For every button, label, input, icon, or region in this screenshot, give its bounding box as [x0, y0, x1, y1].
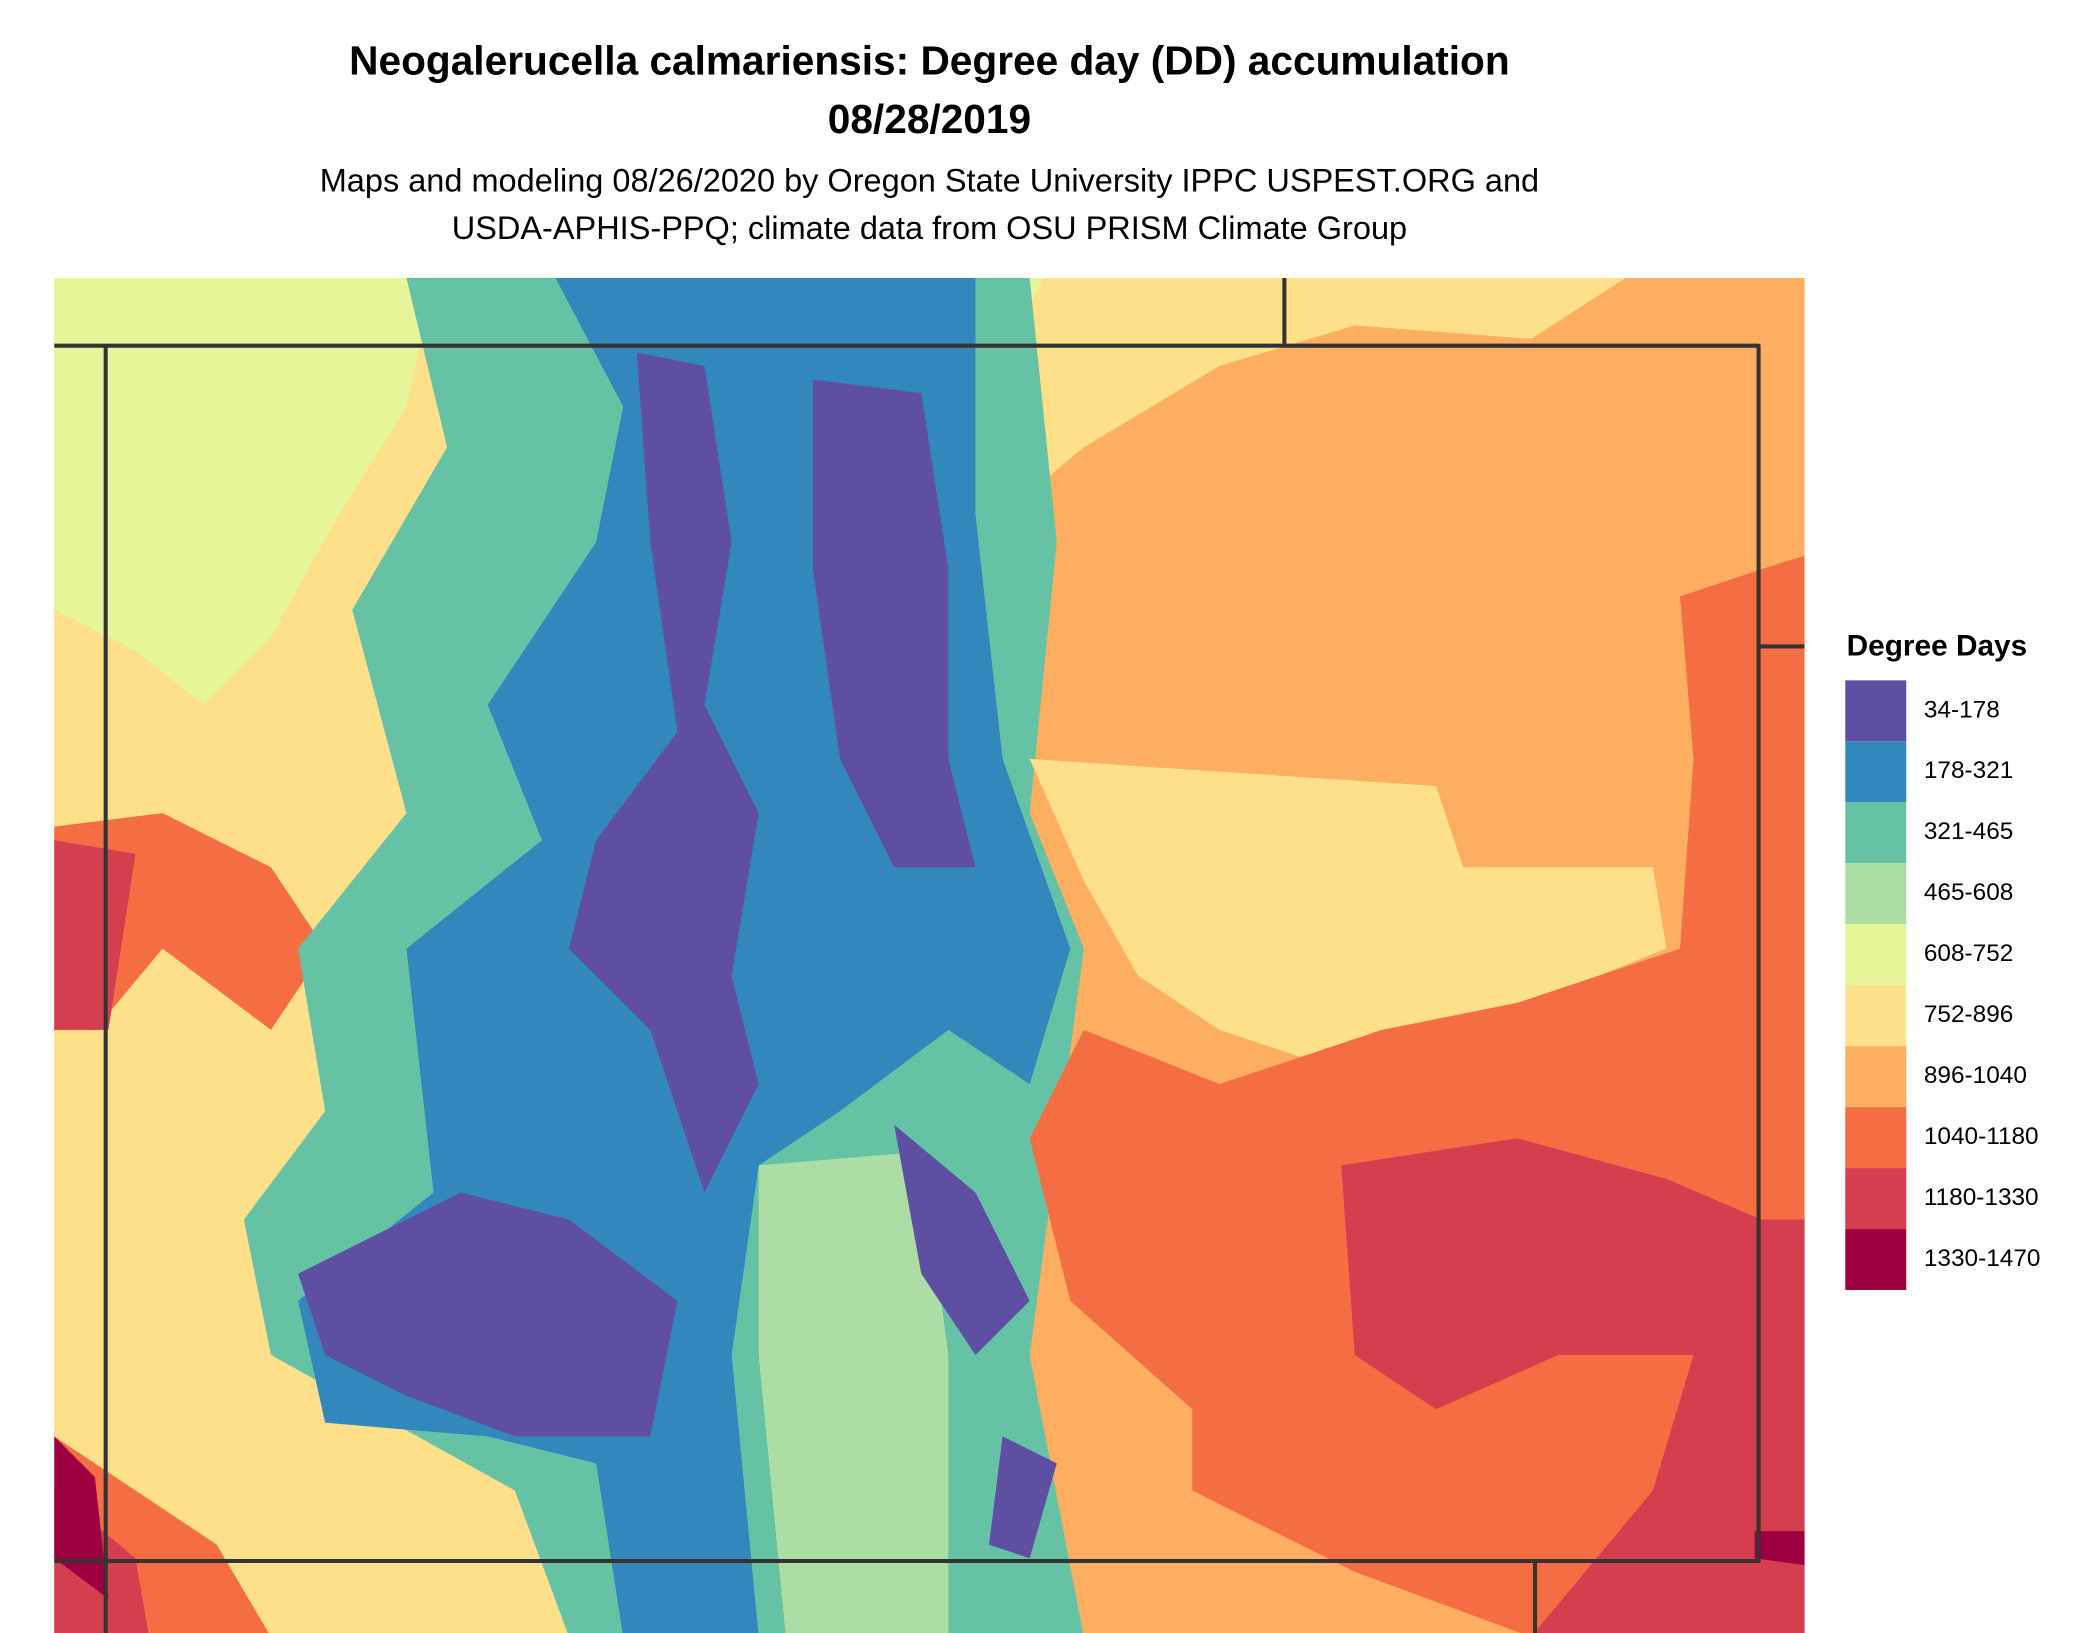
dd-zone [54, 277, 434, 705]
dd-zone [1341, 1138, 1805, 1633]
legend-swatch [1845, 680, 1907, 742]
legend-label: 1040-1180 [1924, 1123, 2039, 1150]
dd-zone [975, 277, 1626, 516]
legend-label: 896-1040 [1924, 1062, 2027, 1089]
subtitle: Maps and modeling 08/26/2020 by Oregon S… [320, 163, 1539, 199]
legend-label: 1330-1470 [1924, 1245, 2041, 1272]
dd-zone [758, 1151, 949, 1633]
legend-label: 321-465 [1924, 818, 2013, 845]
legend-swatch [1845, 1046, 1907, 1108]
dd-zone [989, 1436, 1057, 1559]
legend: 34-178 178-321 321-465 465-608 608-752 752-89… [1845, 680, 2041, 1291]
legend-label: 465-608 [1924, 879, 2013, 906]
map [54, 277, 1805, 1633]
legend-title: Degree Days [1847, 630, 2028, 663]
dd-zone [298, 1192, 678, 1437]
legend-label: 1180-1330 [1924, 1184, 2039, 1211]
legend-swatch [1845, 1107, 1907, 1169]
legend-label: 34-178 [1924, 696, 2000, 723]
dd-zone [569, 352, 759, 1193]
dd-zone [812, 379, 976, 868]
dd-zone [1029, 555, 1805, 1633]
legend-swatch [1845, 741, 1907, 803]
legend-swatch [1845, 863, 1907, 925]
legend-swatch [1845, 924, 1907, 986]
legend-swatch [1845, 985, 1907, 1047]
title: 08/28/2019 [828, 96, 1031, 142]
subtitle: USDA-APHIS-PPQ; climate data from OSU PR… [452, 210, 1407, 246]
title: Neogalerucella calmariensis: Degree day … [349, 38, 1510, 84]
state-border [54, 343, 1761, 1564]
legend-label: 752-896 [1924, 1001, 2013, 1028]
dd-zone [894, 1124, 1030, 1356]
dd-zone [54, 840, 136, 1030]
legend-swatch [1845, 802, 1907, 864]
dd-zone [1029, 758, 1667, 1057]
dd-zone [54, 1436, 109, 1599]
legend-label: 178-321 [1924, 757, 2013, 784]
dd-zone [1754, 1531, 1805, 1566]
legend-swatch [1845, 1229, 1907, 1291]
legend-swatch [1845, 1168, 1907, 1230]
legend-label: 608-752 [1924, 940, 2013, 967]
